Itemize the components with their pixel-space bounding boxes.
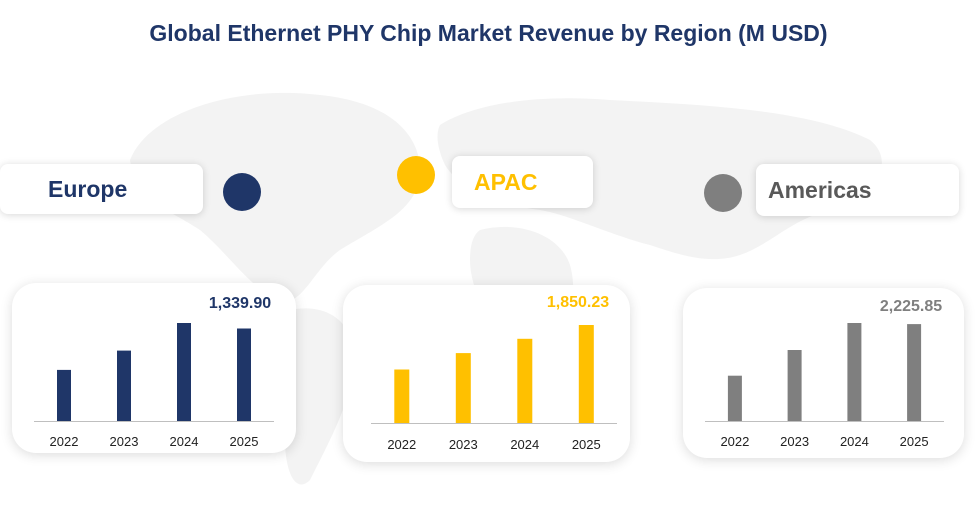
europe-value-label: 1,339.90 xyxy=(209,295,271,312)
americas-tick-label-2025: 2025 xyxy=(900,434,929,449)
apac-dot-marker xyxy=(397,156,435,194)
apac-bar-2025 xyxy=(578,325,594,423)
apac-chart-card: 1,850.23 2022 2023 2024 2025 xyxy=(343,285,630,462)
apac-bar-2023 xyxy=(455,353,471,423)
europe-bar-2024 xyxy=(177,323,191,421)
europe-bar-2023 xyxy=(117,350,131,421)
region-label-text: Americas xyxy=(768,176,872,203)
americas-tick-label-2022: 2022 xyxy=(720,434,749,449)
americas-bar-2023 xyxy=(787,350,802,421)
region-label-americas: Americas xyxy=(756,164,959,216)
region-label-apac: APAC xyxy=(452,156,593,208)
europe-tick-label-2024: 2024 xyxy=(170,434,199,449)
region-label-europe: Europe xyxy=(0,164,203,214)
americas-chart-card: 2,225.85 2022 2023 2024 2025 xyxy=(683,288,964,458)
europe-tick-label-2022: 2022 xyxy=(50,434,79,449)
apac-tick-label-2023: 2023 xyxy=(449,437,478,452)
europe-bar-chart: 1,339.90 2022 2023 2024 2025 xyxy=(34,295,274,449)
americas-tick-label-2024: 2024 xyxy=(840,434,869,449)
americas-value-label: 2,225.85 xyxy=(880,298,942,315)
apac-value-label: 1,850.23 xyxy=(547,294,609,311)
apac-tick-label-2024: 2024 xyxy=(510,437,539,452)
americas-bar-2025 xyxy=(907,324,922,421)
region-label-text: APAC xyxy=(474,168,538,195)
region-label-text: Europe xyxy=(48,175,128,202)
apac-tick-label-2022: 2022 xyxy=(387,437,416,452)
americas-tick-label-2023: 2023 xyxy=(780,434,809,449)
americas-bar-2022 xyxy=(727,375,742,421)
apac-bar-2022 xyxy=(394,369,410,423)
europe-bar-2025 xyxy=(237,328,251,421)
americas-bar-2024 xyxy=(847,323,862,421)
europe-tick-label-2023: 2023 xyxy=(110,434,139,449)
americas-bar-chart: 2,225.85 2022 2023 2024 2025 xyxy=(705,298,944,449)
europe-bar-2022 xyxy=(57,369,71,421)
apac-bar-2024 xyxy=(517,338,533,423)
apac-tick-label-2025: 2025 xyxy=(572,437,601,452)
chart-title: Global Ethernet PHY Chip Market Revenue … xyxy=(149,20,828,46)
europe-chart-card: 1,339.90 2022 2023 2024 2025 xyxy=(12,283,296,453)
apac-bar-chart: 1,850.23 2022 2023 2024 2025 xyxy=(371,294,617,452)
europe-tick-label-2025: 2025 xyxy=(230,434,259,449)
americas-dot-marker xyxy=(704,174,742,212)
europe-dot-marker xyxy=(223,173,261,211)
